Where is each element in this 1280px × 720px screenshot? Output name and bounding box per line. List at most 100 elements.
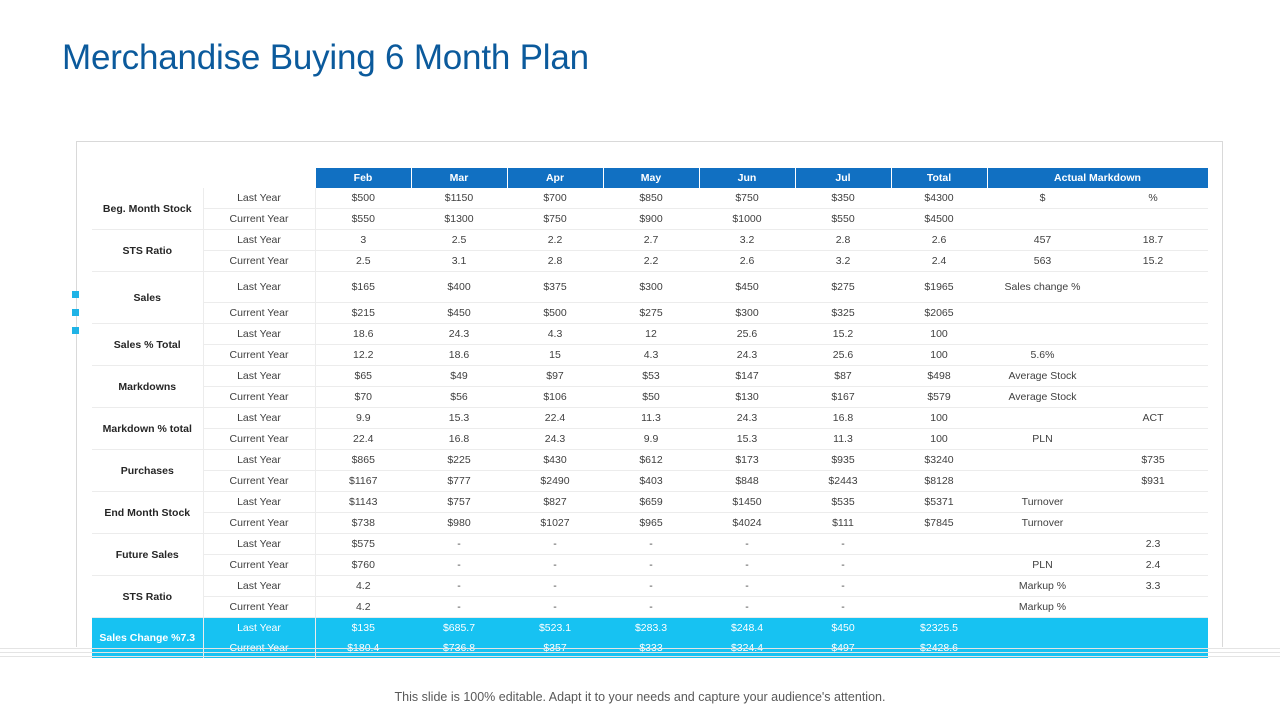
table-cell: $87	[795, 365, 891, 387]
row-period-label: Current Year	[203, 386, 316, 408]
table-cell: $130	[699, 386, 795, 408]
table-cell: %	[1098, 188, 1208, 209]
row-period-label: Last Year	[203, 365, 316, 387]
table-cell: 100	[891, 407, 987, 429]
table-cell: 12	[603, 323, 699, 345]
table-cell: $275	[795, 271, 891, 303]
table-cell	[987, 533, 1098, 555]
table-cell: $1167	[315, 470, 411, 492]
table-cell: 22.4	[507, 407, 603, 429]
row-group-label: Markdown % total	[92, 407, 204, 450]
column-header: Total	[891, 168, 988, 188]
table-cell: -	[411, 596, 507, 618]
table-cell: $685.7	[411, 617, 507, 638]
row-group-label: End Month Stock	[92, 491, 204, 534]
table-cell: 15.2	[795, 323, 891, 345]
table-cell: 563	[987, 250, 1098, 272]
table-cell: $575	[315, 533, 411, 555]
table-cell: $325	[795, 302, 891, 324]
table-cell: $350	[795, 188, 891, 209]
header-blank	[92, 168, 204, 188]
row-group-label: Sales % Total	[92, 323, 204, 366]
column-header: Mar	[411, 168, 508, 188]
table-cell: $965	[603, 512, 699, 534]
table-cell: $56	[411, 386, 507, 408]
table-row: Purchases Last Year $865 $225 $430 $612 $173 $9…	[92, 449, 1208, 492]
table-cell: -	[603, 596, 699, 618]
table-cell	[1098, 271, 1208, 303]
table-cell: -	[795, 575, 891, 597]
table-row: End Month Stock Last Year $1143 $757 $827 $65…	[92, 491, 1208, 534]
table-cell	[987, 407, 1098, 429]
table-cell: $375	[507, 271, 603, 303]
table-cell: Average Stock	[987, 365, 1098, 387]
table-row: Current Year 12.2 18.6 15 4.3 24.3 25.6 100 5.6%	[92, 344, 1208, 366]
row-group-label: STS Ratio	[92, 229, 204, 272]
table-cell: 3	[315, 229, 411, 251]
table-cell: 18.6	[315, 323, 411, 345]
table-cell: $49	[411, 365, 507, 387]
table-cell: -	[507, 554, 603, 576]
table-cell: -	[411, 554, 507, 576]
buying-plan-table: Feb Mar Apr May Jun Jul Total Actual Mar…	[92, 168, 1209, 658]
page-title: Merchandise Buying 6 Month Plan	[62, 38, 589, 77]
table-cell: 2.6	[891, 229, 987, 251]
table-cell: -	[603, 533, 699, 555]
table-cell: 18.6	[411, 344, 507, 366]
table-cell: $612	[603, 449, 699, 471]
table-cell	[1098, 512, 1208, 534]
table-cell	[987, 323, 1098, 345]
table-cell	[987, 302, 1098, 324]
column-header: Jul	[795, 168, 892, 188]
table-row: Current Year $738 $980 $1027 $965 $4024 $111 $7…	[92, 512, 1208, 534]
table-row: Current Year 22.4 16.8 24.3 9.9 15.3 11.3 100 PL…	[92, 428, 1208, 450]
table-cell	[1098, 208, 1208, 230]
table-cell	[891, 533, 987, 555]
table-cell: $5371	[891, 491, 987, 513]
table-cell	[1098, 428, 1208, 450]
row-period-label: Last Year	[203, 271, 316, 303]
table-cell: 2.5	[315, 250, 411, 272]
background-lines	[0, 648, 1280, 660]
table-cell: $757	[411, 491, 507, 513]
table-cell: -	[699, 596, 795, 618]
table-cell	[891, 554, 987, 576]
table-cell: $579	[891, 386, 987, 408]
table-row: Current Year $215 $450 $500 $275 $300 $325 $206…	[92, 302, 1208, 324]
table-cell: 2.4	[891, 250, 987, 272]
table-cell: $8128	[891, 470, 987, 492]
table-cell: -	[507, 533, 603, 555]
table-cell: -	[795, 533, 891, 555]
table-cell: $450	[699, 271, 795, 303]
table-cell	[1098, 386, 1208, 408]
table-cell: -	[699, 533, 795, 555]
table-cell: $50	[603, 386, 699, 408]
table-cell: 4.3	[507, 323, 603, 345]
table-cell: $1000	[699, 208, 795, 230]
table-cell: 15	[507, 344, 603, 366]
table-cell: $4500	[891, 208, 987, 230]
table-cell: 24.3	[411, 323, 507, 345]
table-cell	[1098, 365, 1208, 387]
table-cell: 457	[987, 229, 1098, 251]
table-row: Current Year $1167 $777 $2490 $403 $848 $2443 $…	[92, 470, 1208, 492]
table-cell: 9.9	[603, 428, 699, 450]
column-header: Apr	[507, 168, 604, 188]
row-period-label: Current Year	[203, 250, 316, 272]
square-bullet-icon	[72, 327, 79, 334]
table-cell: $2443	[795, 470, 891, 492]
table-cell: 16.8	[795, 407, 891, 429]
table-cell: $283.3	[603, 617, 699, 638]
row-period-label: Last Year	[203, 491, 316, 513]
table-cell: $738	[315, 512, 411, 534]
row-period-label: Current Year	[203, 208, 316, 230]
table-cell: 100	[891, 323, 987, 345]
table-cell: 25.6	[795, 344, 891, 366]
table-cell: 2.6	[699, 250, 795, 272]
table-cell: $111	[795, 512, 891, 534]
table-cell: $300	[603, 271, 699, 303]
row-period-label: Last Year	[203, 617, 316, 638]
table-cell: Sales change %	[987, 271, 1098, 303]
table-cell: $777	[411, 470, 507, 492]
table-cell: $931	[1098, 470, 1208, 492]
